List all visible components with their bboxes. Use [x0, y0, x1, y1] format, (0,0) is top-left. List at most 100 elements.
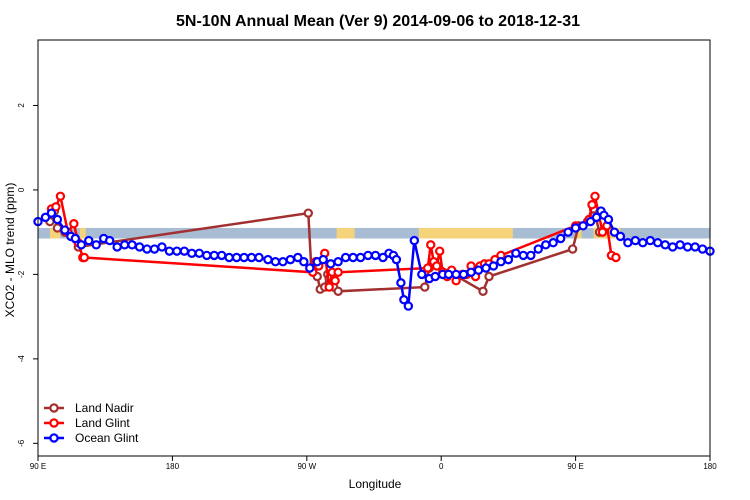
data-point-ocean-glint [293, 252, 303, 263]
data-point-ocean-glint [638, 238, 648, 248]
data-point-ocean-glint [391, 254, 402, 265]
data-point-ocean-glint [325, 259, 336, 269]
x-tick-label: 0 [439, 462, 444, 471]
data-point-ocean-glint [285, 254, 296, 265]
data-point-ocean-glint [142, 244, 152, 254]
data-point-ocean-glint [578, 221, 588, 231]
ocean-band [38, 227, 710, 239]
data-point-land-glint [597, 227, 608, 237]
data-point-land-nadir [567, 244, 578, 254]
data-point-ocean-glint [363, 250, 373, 261]
data-point-ocean-glint [623, 238, 633, 248]
data-point-land-glint [330, 276, 340, 286]
data-point-ocean-glint [134, 242, 145, 252]
x-tick-label: 90 W [297, 462, 316, 471]
data-point-ocean-glint [216, 250, 227, 261]
data-point-ocean-glint [645, 235, 655, 246]
land-band-segment [49, 227, 61, 239]
data-point-land-glint [435, 246, 445, 256]
data-point-ocean-glint [430, 271, 440, 282]
data-point-land-glint [69, 219, 79, 229]
data-point-ocean-glint [270, 257, 281, 267]
data-point-ocean-glint [278, 257, 288, 267]
data-point-ocean-glint [52, 214, 63, 225]
data-point-ocean-glint [231, 252, 242, 263]
data-point-land-glint [333, 267, 343, 277]
data-point-ocean-glint [164, 246, 175, 256]
data-point-ocean-glint [60, 225, 70, 235]
legend-label: Land Nadir [75, 401, 134, 415]
legend-marker [49, 418, 59, 428]
data-point-ocean-glint [40, 212, 51, 223]
y-axis-title: XCO2 - MLO trend (ppm) [3, 183, 17, 318]
y-tick-label: 0 [17, 187, 26, 192]
data-point-ocean-glint [149, 244, 160, 254]
data-point-ocean-glint [263, 254, 273, 265]
data-point-ocean-glint [299, 257, 309, 267]
data-point-ocean-glint [443, 269, 454, 280]
legend-marker [49, 433, 59, 443]
data-point-ocean-glint [76, 240, 87, 250]
data-point-ocean-glint [660, 240, 670, 250]
data-point-ocean-glint [318, 254, 328, 265]
data-point-ocean-glint [202, 250, 212, 261]
x-tick-label: 180 [166, 462, 180, 471]
data-point-ocean-glint [91, 240, 101, 250]
data-point-ocean-glint [396, 278, 406, 288]
series-layer [33, 191, 715, 311]
data-point-ocean-glint [399, 295, 409, 305]
data-point-land-nadir [484, 271, 494, 282]
data-point-ocean-glint [417, 269, 427, 280]
data-point-land-glint [587, 200, 597, 210]
series-ocean-glint [33, 206, 715, 311]
data-point-ocean-glint [570, 223, 581, 233]
x-axis: 90 E 180 90 W 0 90 E 180 [30, 456, 717, 471]
y-axis: 2 0 -2 -4 -6 [17, 103, 38, 447]
chart-title: 5N-10N Annual Mean (Ver 9) 2014-09-06 to… [176, 13, 580, 30]
data-point-ocean-glint [104, 235, 115, 246]
plot-frame [37, 39, 711, 457]
legend-item-ocean-glint: Ocean Glint [44, 431, 139, 445]
data-point-ocean-glint [481, 263, 491, 273]
data-point-ocean-glint [378, 252, 388, 263]
data-point-ocean-glint [209, 250, 219, 261]
data-point-ocean-glint [667, 242, 678, 252]
data-point-ocean-glint [224, 252, 234, 263]
data-point-ocean-glint [609, 227, 620, 237]
x-axis-title: Longitude [349, 477, 402, 491]
data-point-land-glint [324, 282, 334, 292]
data-point-ocean-glint [615, 231, 626, 242]
data-point-ocean-glint [403, 301, 414, 311]
data-point-land-nadir [420, 282, 430, 292]
data-point-ocean-glint [70, 233, 81, 244]
data-point-ocean-glint [533, 244, 543, 254]
data-point-ocean-glint [305, 263, 315, 273]
data-point-land-glint [611, 252, 621, 263]
data-point-ocean-glint [496, 257, 506, 267]
land-band-segment [336, 227, 355, 239]
data-point-ocean-glint [555, 233, 566, 244]
data-point-ocean-glint [526, 250, 536, 261]
data-point-ocean-glint [239, 252, 249, 263]
data-point-land-glint [426, 240, 436, 250]
data-point-ocean-glint [503, 254, 514, 265]
data-point-ocean-glint [630, 235, 641, 246]
data-point-land-glint [590, 191, 600, 201]
data-point-ocean-glint [340, 252, 351, 263]
data-point-ocean-glint [563, 227, 573, 237]
data-point-ocean-glint [409, 235, 420, 246]
data-point-ocean-glint [697, 244, 708, 254]
data-point-ocean-glint [254, 252, 264, 263]
x-tick-label: 180 [703, 462, 717, 471]
data-point-land-nadir [333, 286, 343, 296]
data-point-land-glint [55, 191, 66, 201]
data-point-ocean-glint [511, 248, 521, 258]
data-point-ocean-glint [473, 265, 484, 275]
legend-item-land-glint: Land Glint [44, 416, 130, 430]
data-point-ocean-glint [46, 208, 57, 218]
data-point-ocean-glint [112, 242, 122, 252]
legend-marker [49, 403, 59, 413]
data-point-ocean-glint [127, 240, 137, 250]
